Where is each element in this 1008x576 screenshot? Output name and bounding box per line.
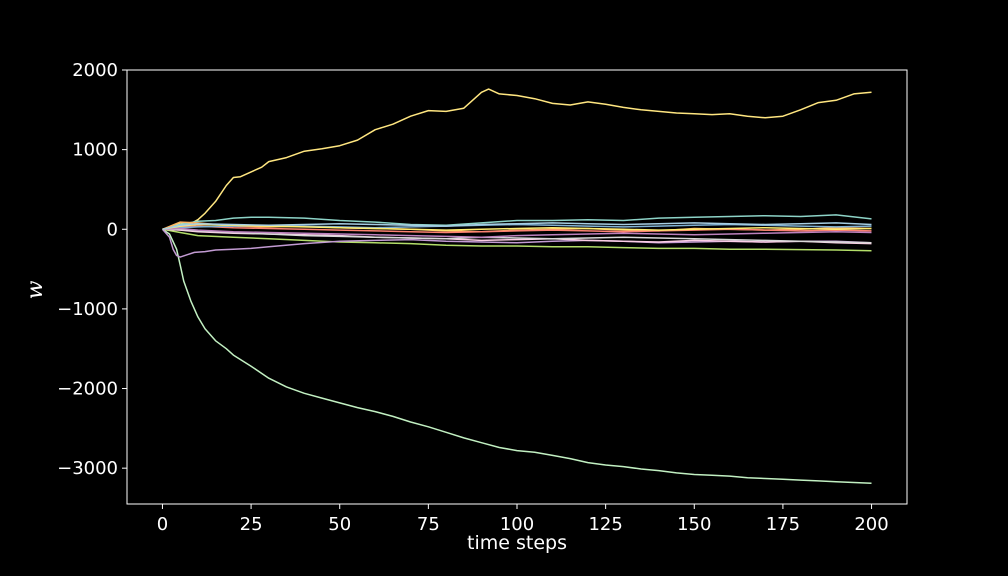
series-line-2 xyxy=(162,228,872,485)
y-axis-ticks: −3000 −2000 −1000 0 1000 2000 xyxy=(57,60,127,479)
x-tick-label: 100 xyxy=(500,514,534,535)
y-tick-label: 2000 xyxy=(72,60,118,81)
series-line-10 xyxy=(162,228,872,244)
x-tick-label: 125 xyxy=(588,514,622,535)
series-line-3 xyxy=(162,214,872,231)
series-line-7 xyxy=(162,225,872,234)
series-line-11 xyxy=(162,227,872,238)
x-tick-label: 175 xyxy=(766,514,800,535)
y-tick-label: 0 xyxy=(107,219,118,240)
series-line-5 xyxy=(161,228,872,258)
x-tick-label: 75 xyxy=(417,514,440,535)
x-tick-label: 200 xyxy=(854,514,888,535)
x-axis-ticks: 0 25 50 75 100 125 150 175 200 xyxy=(157,504,889,535)
x-tick-label: 150 xyxy=(677,514,711,535)
y-tick-label: 1000 xyxy=(72,140,118,161)
y-tick-label: −2000 xyxy=(57,379,118,400)
series-line-4 xyxy=(162,228,872,252)
series-line-13 xyxy=(162,222,872,231)
x-tick-label: 0 xyxy=(157,514,168,535)
y-tick-label: −3000 xyxy=(57,458,118,479)
x-tick-label: 50 xyxy=(328,514,351,535)
series-line-12 xyxy=(162,223,872,231)
x-tick-label: 25 xyxy=(240,514,263,535)
x-axis-label: time steps xyxy=(467,532,567,554)
y-tick-label: −1000 xyxy=(57,299,118,320)
series-line-1 xyxy=(162,88,872,231)
series-lines xyxy=(161,88,872,485)
y-axis-label: w xyxy=(23,280,48,299)
